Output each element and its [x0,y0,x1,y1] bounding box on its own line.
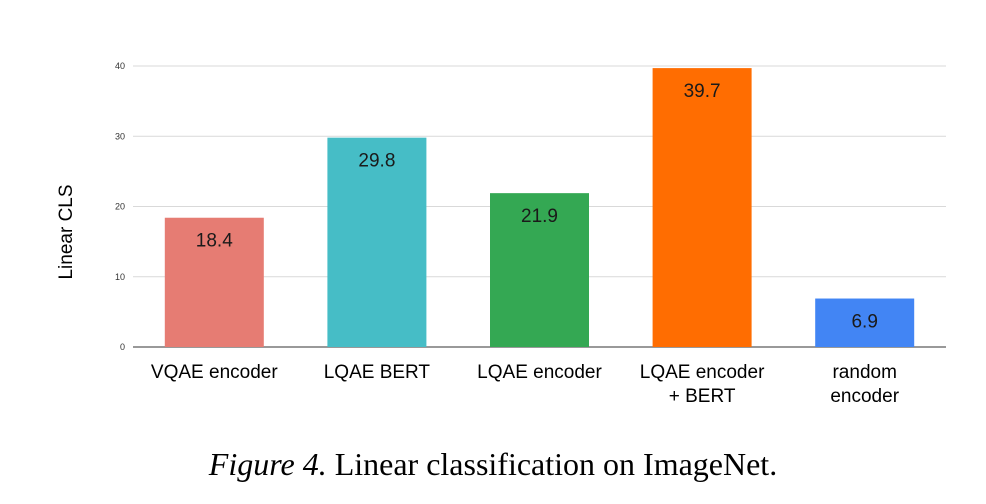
y-tick-label: 30 [115,131,125,141]
bar-chart: 0 10 20 30 40 18.4 29.8 21.9 39.7 6.9 VQAE encod… [56,61,946,407]
data-label: 6.9 [851,312,877,333]
data-label: 21.9 [521,206,558,227]
y-axis-title: Linear CLS [56,184,77,279]
figure-caption: Figure 4. Linear classification on Image… [0,446,986,483]
x-tick-label: random encoder [830,362,899,407]
x-tick-label: VQAE encoder [151,362,278,383]
caption-label: Figure 4. [208,446,327,482]
caption-text: Linear classification on ImageNet. [326,446,778,482]
x-axis-tick-labels: VQAE encoder LQAE BERT LQAE encoder LQAE en… [151,362,900,407]
y-tick-label: 40 [115,61,125,71]
bar [327,137,427,347]
bar [164,217,264,347]
x-tick-label: LQAE encoder [477,362,602,383]
bar [652,68,752,348]
y-tick-label: 0 [120,342,125,352]
bar [815,298,915,347]
bar [490,193,589,347]
data-label: 18.4 [196,231,233,252]
data-label: 29.8 [358,151,395,172]
data-label: 39.7 [684,81,721,102]
y-tick-label: 10 [115,272,125,282]
x-tick-label: LQAE encoder + BERT [640,362,765,407]
x-tick-label: LQAE BERT [324,362,431,383]
y-axis: 0 10 20 30 40 [115,61,125,352]
bars [164,68,915,348]
data-labels: 18.4 29.8 21.9 39.7 6.9 [196,81,878,332]
y-tick-label: 20 [115,202,125,212]
